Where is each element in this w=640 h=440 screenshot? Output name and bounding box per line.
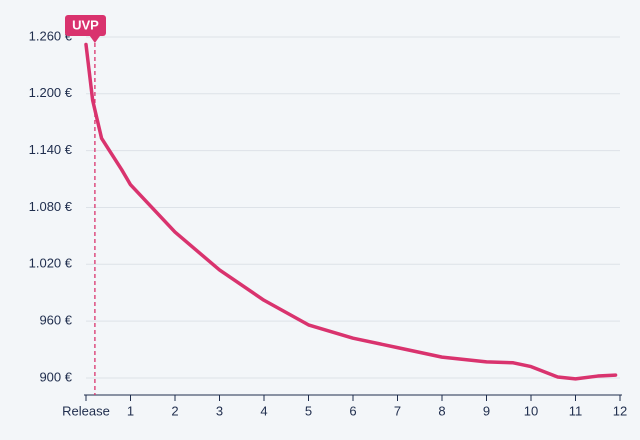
x-tick-label: 5: [305, 403, 312, 418]
y-tick-label: 960 €: [39, 313, 72, 328]
x-tick-label: 6: [349, 403, 356, 418]
y-tick-label: 1.140 €: [29, 142, 73, 157]
x-tick-label: Release: [62, 403, 110, 418]
x-tick-label: 4: [260, 403, 267, 418]
annotation-box: [65, 15, 106, 36]
y-tick-label: 1.260 €: [29, 28, 73, 43]
y-tick-label: 900 €: [39, 369, 72, 384]
x-tick-label: 12: [613, 403, 627, 418]
x-tick-label: 9: [483, 403, 490, 418]
x-tick-label: 7: [394, 403, 401, 418]
annotation-label: UVP: [72, 17, 99, 32]
x-tick-label: 3: [216, 403, 223, 418]
x-tick-label: 10: [524, 403, 538, 418]
x-tick-label: 1: [127, 403, 134, 418]
x-tick-label: 8: [438, 403, 445, 418]
y-tick-label: 1.080 €: [29, 199, 73, 214]
y-tick-label: 1.200 €: [29, 85, 73, 100]
y-tick-label: 1.020 €: [29, 256, 73, 271]
x-tick-label: 11: [569, 403, 583, 418]
x-tick-label: 2: [171, 403, 178, 418]
line-series: [84, 42, 618, 381]
annotation-pointer: [89, 36, 100, 43]
